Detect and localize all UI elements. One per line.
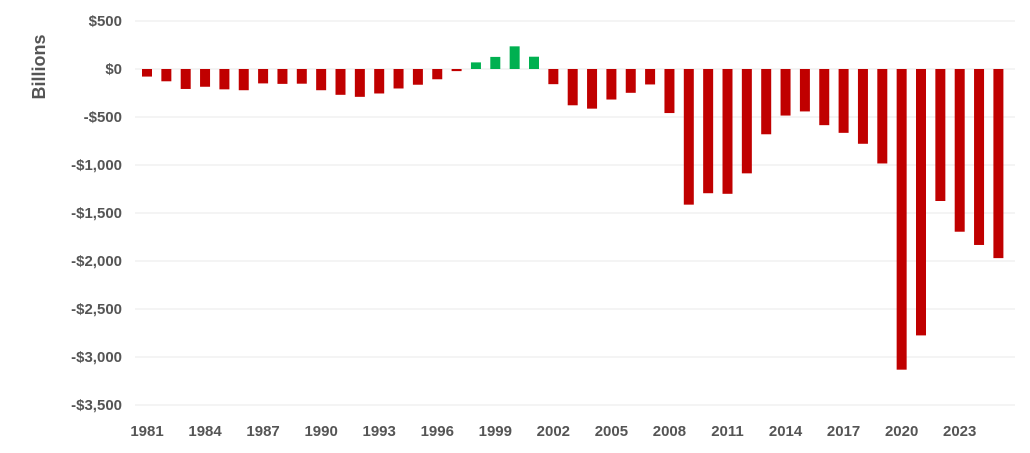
- x-tick-label: 1996: [421, 423, 454, 440]
- bar-1983: [180, 69, 191, 89]
- bar-1986: [238, 69, 249, 91]
- x-tick-label: 1984: [188, 423, 222, 440]
- x-tick-label: 1993: [363, 423, 396, 440]
- y-tick-label: -$1,000: [71, 157, 122, 174]
- bar-1998: [470, 62, 481, 69]
- y-tick-label: -$500: [84, 109, 122, 126]
- bar-1996: [432, 69, 443, 80]
- y-axis-title: Billions: [29, 34, 49, 99]
- bar-2013: [761, 69, 772, 135]
- bar-1992: [354, 69, 365, 97]
- bar-1993: [374, 69, 385, 94]
- bar-1989: [296, 69, 307, 84]
- bar-1985: [219, 69, 230, 90]
- bar-2021: [916, 69, 926, 336]
- bar-2017: [838, 69, 849, 133]
- x-tick-label: 2002: [537, 423, 570, 440]
- bar-2011: [722, 69, 733, 194]
- x-axis-tick-labels: 1981 1984 1987 1990 1993 1996 1999 2002 2005 2008…: [130, 423, 976, 440]
- bar-1987: [258, 69, 269, 84]
- bar-2019: [877, 69, 888, 164]
- x-tick-label: 2020: [885, 423, 918, 440]
- y-tick-label: -$2,500: [71, 301, 122, 318]
- x-tick-label: 1990: [304, 423, 337, 440]
- bar-1994: [393, 69, 404, 89]
- y-tick-label: -$2,000: [71, 253, 122, 270]
- bar-2016: [819, 69, 830, 126]
- bar-1997: [451, 69, 462, 72]
- bar-1995: [412, 69, 423, 85]
- x-tick-label: 1999: [479, 423, 512, 440]
- bars: [142, 46, 1004, 370]
- bar-2024: [974, 69, 985, 245]
- bar-1984: [200, 69, 211, 87]
- bar-1982: [161, 69, 172, 82]
- x-tick-label: 2023: [943, 423, 976, 440]
- bar-2004: [587, 69, 598, 109]
- y-tick-label: -$1,500: [71, 205, 122, 222]
- bar-2023: [954, 69, 965, 232]
- bar-2009: [683, 69, 694, 205]
- y-tick-label: -$3,000: [71, 349, 122, 366]
- bar-1988: [277, 69, 288, 84]
- x-tick-label: 1987: [246, 423, 279, 440]
- bar-2008: [664, 69, 675, 114]
- bar-2020: [896, 69, 907, 370]
- bar-1981: [142, 69, 152, 77]
- y-tick-label: $0: [105, 61, 122, 78]
- bar-2006: [625, 69, 636, 93]
- bar-1990: [316, 69, 327, 91]
- bar-2003: [567, 69, 578, 106]
- bar-2001: [529, 56, 539, 69]
- bar-1991: [335, 69, 346, 95]
- x-tick-label: 2014: [769, 423, 803, 440]
- bar-2012: [741, 69, 752, 174]
- bar-2022: [935, 69, 946, 201]
- x-tick-label: 1981: [130, 423, 163, 440]
- bar-2010: [703, 69, 714, 194]
- bar-2014: [780, 69, 791, 116]
- bar-2000: [509, 46, 520, 69]
- y-tick-label: -$3,500: [71, 397, 122, 414]
- bar-1999: [490, 56, 501, 69]
- bar-2015: [799, 69, 810, 112]
- y-tick-label: $500: [89, 13, 122, 30]
- bar-2025: [993, 69, 1004, 259]
- x-tick-label: 2008: [653, 423, 686, 440]
- y-axis-tick-labels: $500 $0 -$500 -$1,000 -$1,500 -$2,000 -$2,500 -…: [71, 13, 122, 414]
- x-tick-label: 2017: [827, 423, 860, 440]
- bar-2007: [645, 69, 656, 85]
- x-tick-label: 2011: [711, 423, 744, 440]
- bar-2018: [857, 69, 868, 144]
- bar-2005: [606, 69, 617, 100]
- bar-2002: [548, 69, 559, 85]
- x-tick-label: 2005: [595, 423, 628, 440]
